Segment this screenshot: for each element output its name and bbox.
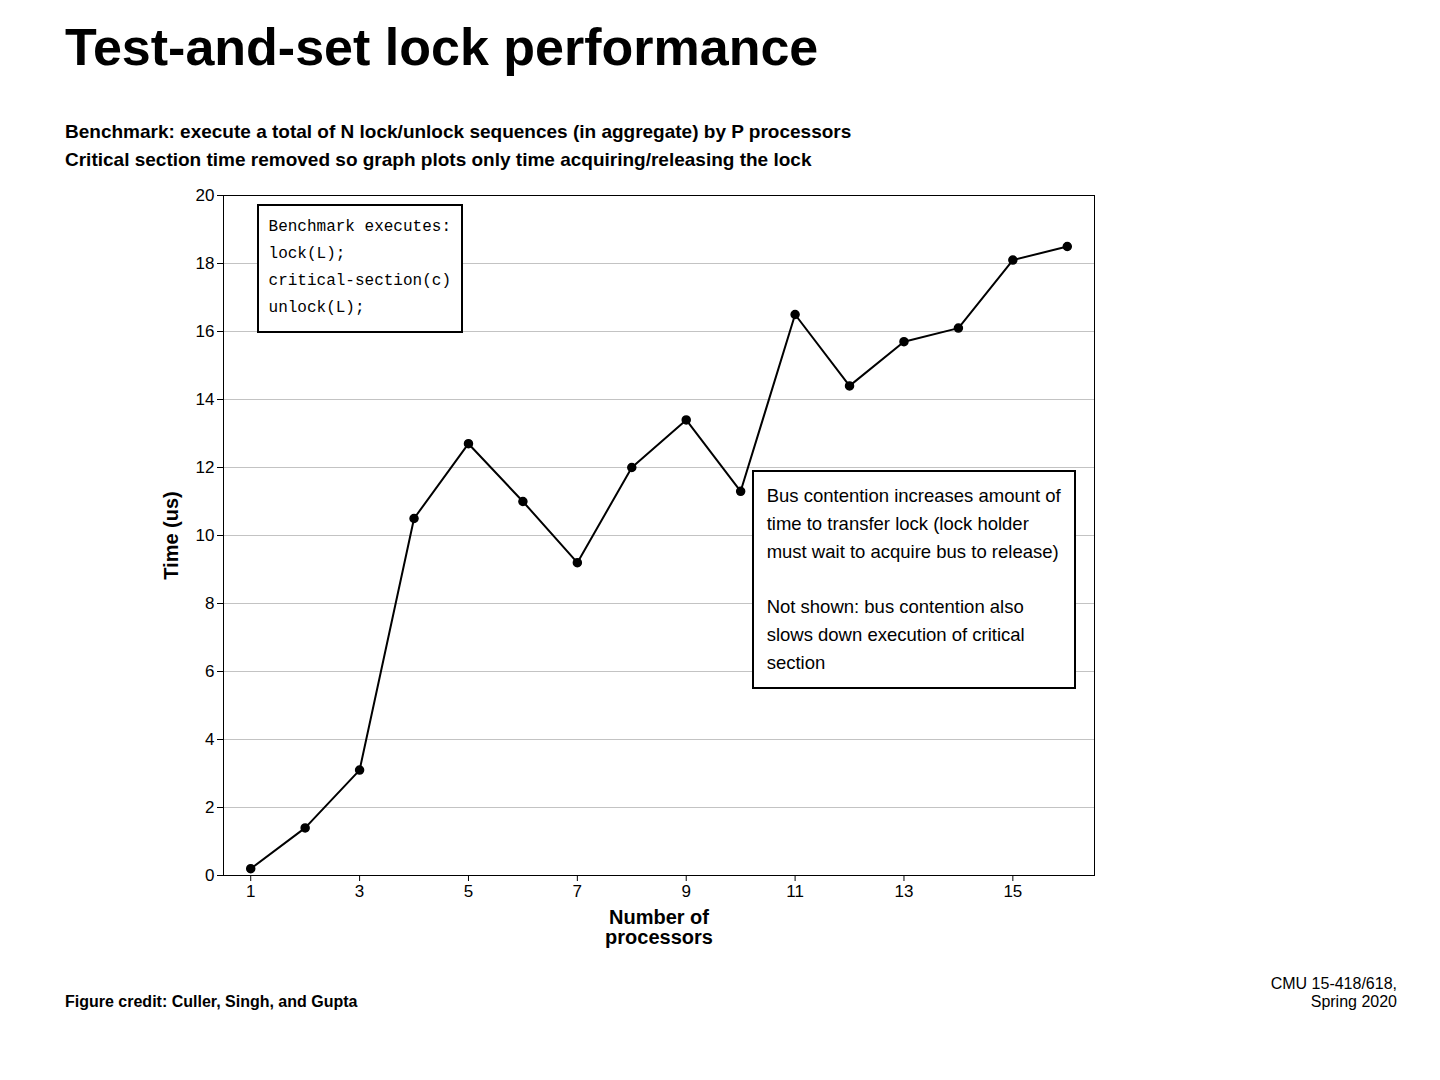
svg-text:12: 12 bbox=[196, 458, 215, 477]
svg-text:9: 9 bbox=[681, 881, 690, 900]
svg-text:13: 13 bbox=[895, 881, 914, 900]
svg-text:20: 20 bbox=[196, 186, 215, 205]
html-text:CMU 15-418/618, Spring 2020: CMU 15-418/618, Spring 2020 bbox=[1270, 974, 1397, 1010]
svg-text:15: 15 bbox=[1003, 881, 1022, 900]
svg-text:4: 4 bbox=[205, 730, 214, 749]
svg-text:0: 0 bbox=[205, 866, 214, 885]
svg-text:14: 14 bbox=[196, 390, 215, 409]
svg-text:16: 16 bbox=[196, 322, 215, 341]
svg-text:3: 3 bbox=[355, 881, 364, 900]
html-text:Benchmark: execute a total of: Benchmark: execute a total of N lock/unl… bbox=[65, 120, 852, 142]
html-text:Test-and-set lock performance: Test-and-set lock performance bbox=[65, 18, 819, 76]
svg-text:Number ofprocessors: Number ofprocessors bbox=[605, 905, 713, 947]
html-text:Critical section time removed: Critical section time removed so graph p… bbox=[65, 149, 812, 171]
svg-text:7: 7 bbox=[573, 881, 582, 900]
svg-text:6: 6 bbox=[205, 662, 214, 681]
svg-text:5: 5 bbox=[464, 881, 473, 900]
html-text:Benchmark executes: lock(L); c: Benchmark executes: lock(L); critical-se… bbox=[268, 217, 451, 318]
svg-text:18: 18 bbox=[196, 254, 215, 273]
svg-text:2: 2 bbox=[205, 798, 214, 817]
svg-text:10: 10 bbox=[196, 526, 215, 545]
html-text:Figure credit: Culler, Singh,: Figure credit: Culler, Singh, and Gupta bbox=[65, 992, 358, 1010]
html-text:Bus contention increases amoun: Bus contention increases amount of time … bbox=[766, 485, 1061, 673]
svg-text:1: 1 bbox=[246, 881, 255, 900]
svg-text:Time (us): Time (us) bbox=[160, 491, 182, 580]
svg-text:11: 11 bbox=[786, 881, 804, 900]
svg-text:8: 8 bbox=[205, 594, 214, 613]
